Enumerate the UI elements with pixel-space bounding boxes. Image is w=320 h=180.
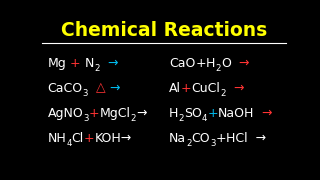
Text: +: + — [216, 132, 226, 145]
Text: +: + — [207, 107, 218, 120]
Text: O: O — [221, 57, 231, 70]
Text: +: + — [66, 57, 85, 70]
Text: 2: 2 — [220, 89, 226, 98]
Text: N: N — [85, 57, 94, 70]
Text: 2: 2 — [178, 114, 184, 123]
Text: →: → — [254, 107, 273, 120]
Text: 3: 3 — [83, 114, 89, 123]
Text: 2: 2 — [186, 139, 192, 148]
Text: MgCl: MgCl — [99, 107, 130, 120]
Text: △: △ — [88, 82, 106, 95]
Text: 4: 4 — [66, 139, 72, 148]
Text: SO: SO — [184, 107, 202, 120]
Text: Al: Al — [169, 82, 181, 95]
Text: CaO: CaO — [169, 57, 195, 70]
Text: 2: 2 — [94, 64, 100, 73]
Text: →: → — [100, 57, 118, 70]
Text: →: → — [226, 82, 244, 95]
Text: Mg: Mg — [47, 57, 66, 70]
Text: 3: 3 — [210, 139, 216, 148]
Text: NaOH: NaOH — [218, 107, 254, 120]
Text: NH: NH — [47, 132, 66, 145]
Text: H: H — [169, 107, 178, 120]
Text: 2: 2 — [130, 114, 136, 123]
Text: +: + — [181, 82, 192, 95]
Text: 2: 2 — [215, 64, 221, 73]
Text: CaCO: CaCO — [47, 82, 83, 95]
Text: →: → — [136, 107, 146, 120]
Text: +: + — [89, 107, 99, 120]
Text: 4: 4 — [202, 114, 207, 123]
Text: Cl: Cl — [72, 132, 84, 145]
Text: →: → — [106, 82, 120, 95]
Text: 3: 3 — [83, 89, 88, 98]
Text: CO: CO — [192, 132, 210, 145]
Text: Chemical Reactions: Chemical Reactions — [61, 21, 267, 40]
Text: H: H — [206, 57, 215, 70]
Text: +: + — [195, 57, 206, 70]
Text: KOH→: KOH→ — [95, 132, 132, 145]
Text: AgNO: AgNO — [47, 107, 83, 120]
Text: CuCl: CuCl — [192, 82, 220, 95]
Text: Na: Na — [169, 132, 186, 145]
Text: →: → — [231, 57, 249, 70]
Text: +: + — [84, 132, 95, 145]
Text: HCl  →: HCl → — [226, 132, 267, 145]
